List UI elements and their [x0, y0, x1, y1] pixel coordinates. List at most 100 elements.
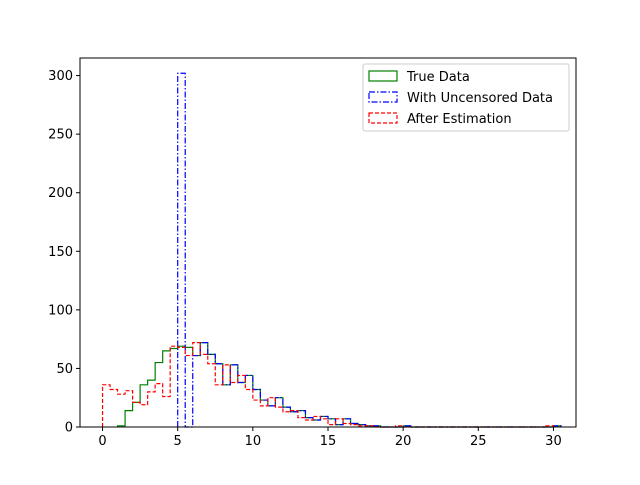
- series-1-bin: [148, 380, 156, 427]
- series-2-bin: [298, 411, 306, 427]
- series-1-bin: [290, 412, 298, 427]
- series-1-bin: [283, 407, 291, 427]
- series-1-bin: [268, 406, 276, 427]
- series-1-bin: [305, 418, 313, 427]
- series-2-bin: [305, 418, 313, 427]
- series-2-bin: [238, 382, 246, 427]
- series-1-bin: [298, 411, 306, 427]
- series-1-bin: [223, 385, 231, 427]
- x-tick-label: 0: [98, 434, 106, 449]
- series-3-bin: [253, 400, 261, 427]
- series-3-bin: [245, 390, 253, 427]
- series-1-bin: [140, 385, 148, 427]
- x-tick-label: 25: [470, 434, 487, 449]
- series-1-bin: [238, 382, 246, 427]
- series-1-bin: [155, 363, 163, 427]
- series-1-bin: [215, 364, 223, 427]
- series-3-bin: [260, 406, 268, 427]
- series-2-bin: [260, 400, 268, 427]
- series-3-bin: [283, 412, 291, 427]
- series-2-bin: [313, 420, 321, 427]
- legend-label: True Data: [406, 70, 470, 85]
- series-2-bin: [223, 385, 231, 427]
- series-3-bin: [320, 419, 328, 427]
- legend-swatch: [368, 91, 398, 103]
- series-2-bin: [320, 416, 328, 427]
- series-2-bin: [253, 390, 261, 427]
- x-tick-label: 15: [320, 434, 337, 449]
- series-2-bin: [178, 73, 186, 427]
- series-3-bin: [268, 398, 276, 427]
- series-2-bin: [208, 354, 216, 427]
- series-1-bin: [260, 400, 268, 427]
- y-tick-label: 150: [48, 245, 73, 260]
- series-2-bin: [193, 356, 201, 427]
- series-3-bin: [103, 385, 111, 427]
- series-3-bin: [208, 364, 216, 427]
- legend-frame: [362, 63, 570, 132]
- series-2-bin: [290, 412, 298, 427]
- x-axis: 0 5 10 15 20 25 30: [98, 427, 562, 449]
- legend-label: With Uncensored Data: [407, 91, 553, 106]
- series-1-bin: [133, 402, 141, 427]
- series-1-bin: [170, 349, 178, 427]
- series-1-bin: [275, 398, 283, 427]
- series-3-bin: [200, 354, 208, 427]
- series-2-bin: [275, 398, 283, 427]
- series-3-bin: [125, 391, 133, 427]
- x-tick-label: 30: [545, 434, 562, 449]
- series-3-bin: [290, 411, 298, 427]
- series-3-bin: [148, 392, 156, 427]
- series-2-bin: [215, 364, 223, 427]
- series-1-bin: [253, 390, 261, 427]
- series-1-step-outline: [116, 342, 562, 428]
- series-1-bin: [193, 356, 201, 427]
- series-3-bin: [215, 385, 223, 427]
- series-1-bin: [208, 354, 216, 427]
- legend-swatch: [368, 70, 398, 82]
- y-tick-label: 200: [48, 186, 73, 201]
- y-tick-label: 100: [48, 303, 73, 318]
- legend-swatch: [368, 112, 398, 124]
- series-3-bin: [305, 420, 313, 427]
- legend: True Data With Uncensored Data After Estim…: [362, 63, 570, 132]
- series-2-bin: [200, 343, 208, 427]
- series-3-bin: [110, 390, 118, 427]
- series-2-bin: [245, 375, 253, 427]
- series-3-step-outline: [101, 342, 555, 428]
- x-tick-label: 5: [174, 434, 182, 449]
- series-1-bin: [163, 351, 171, 427]
- series-3-bin: [298, 418, 306, 427]
- series-3-bin: [230, 382, 238, 427]
- series-2-bin: [268, 406, 276, 427]
- y-tick-label: 0: [65, 421, 73, 436]
- series-2-bin: [283, 407, 291, 427]
- series-3-bin: [118, 394, 126, 427]
- series-2-bin: [328, 419, 336, 427]
- series-3-bin: [140, 405, 148, 427]
- series-3-bin: [275, 407, 283, 427]
- series-1-bin: [230, 365, 238, 427]
- series-1-bin: [178, 346, 186, 427]
- series-3-bin: [155, 384, 163, 427]
- legend-label: After Estimation: [407, 112, 512, 127]
- y-tick-label: 50: [56, 362, 73, 377]
- y-tick-label: 300: [48, 69, 73, 84]
- series-2-bin: [230, 365, 238, 427]
- series-1-bin: [320, 416, 328, 427]
- series-1-bin: [245, 375, 253, 427]
- y-tick-label: 250: [48, 128, 73, 143]
- series-3-bin: [223, 365, 231, 427]
- series-3-bin: [178, 347, 186, 427]
- series-1-bin: [185, 347, 193, 427]
- series-3-bin: [313, 416, 321, 427]
- series-1-bin: [200, 343, 208, 427]
- series-3-bin: [163, 397, 171, 427]
- series-1-bin: [328, 419, 336, 427]
- series-3-bin: [336, 419, 344, 427]
- y-axis: 0 50 100 150 200 250 300: [48, 69, 80, 436]
- series-3-bin: [133, 402, 141, 427]
- series-3-bin: [238, 375, 246, 427]
- series-3-bin: [185, 356, 193, 427]
